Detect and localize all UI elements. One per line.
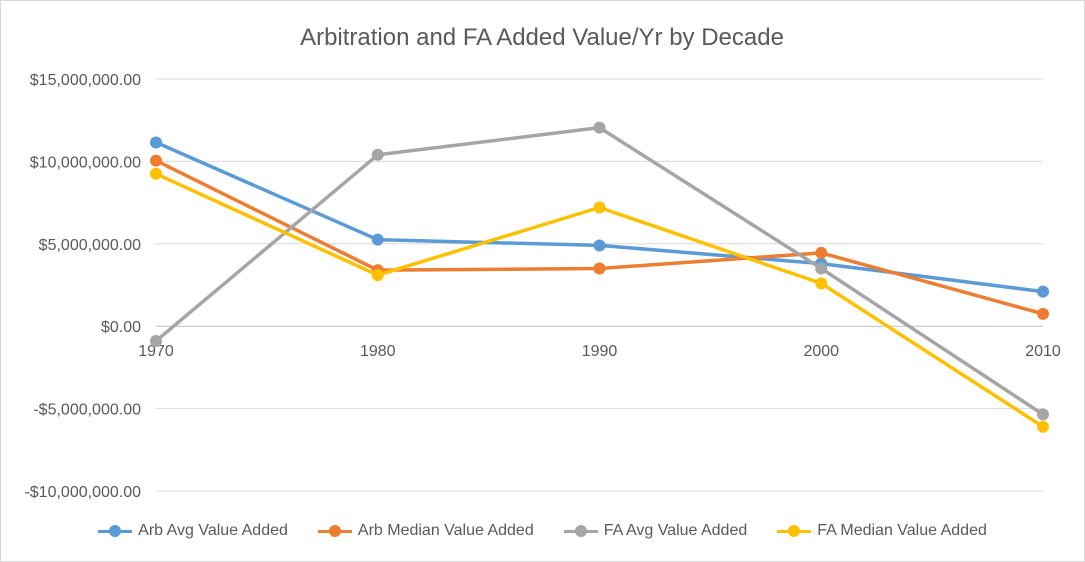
- legend-swatch: [563, 525, 598, 537]
- data-point-fa-avg-value-added: [1037, 408, 1049, 421]
- legend-label: FA Avg Value Added: [603, 522, 748, 539]
- data-point-arb-avg-value-added: [371, 233, 384, 246]
- data-point-fa-avg-value-added: [371, 148, 384, 161]
- series-fa-median-value-added: [150, 167, 1049, 433]
- legend-item-arb-median-value-added: Arb Median Value Added: [317, 522, 534, 540]
- y-tick-label: $0.00: [101, 319, 141, 336]
- x-tick-label: 2010: [1025, 343, 1061, 360]
- x-tick-label: 1970: [138, 343, 174, 360]
- data-point-arb-median-value-added: [815, 246, 828, 259]
- x-tick-label: 1990: [582, 343, 618, 360]
- data-point-arb-avg-value-added: [1037, 285, 1049, 298]
- data-point-arb-median-value-added: [1037, 307, 1049, 320]
- y-tick-label: $15,000,000.00: [30, 72, 141, 89]
- chart-legend: Arb Avg Value Added Arb Median Value Adde…: [1, 518, 1084, 544]
- data-point-arb-avg-value-added: [150, 136, 162, 149]
- legend-item-fa-avg-value-added: FA Avg Value Added: [563, 522, 748, 540]
- legend-label: FA Median Value Added: [817, 522, 987, 539]
- data-point-fa-avg-value-added: [150, 335, 162, 348]
- data-point-fa-median-value-added: [1037, 420, 1049, 433]
- data-point-arb-median-value-added: [150, 154, 162, 167]
- data-point-fa-median-value-added: [150, 167, 162, 180]
- y-tick-label: -$10,000,000.00: [24, 484, 141, 501]
- legend-label: Arb Avg Value Added: [138, 522, 288, 539]
- y-tick-label: -$5,000,000.00: [33, 402, 141, 419]
- legend-item-fa-median-value-added: FA Median Value Added: [777, 522, 987, 540]
- legend-item-arb-avg-value-added: Arb Avg Value Added: [98, 522, 288, 540]
- y-tick-label: $10,000,000.00: [30, 154, 141, 171]
- legend-swatch: [317, 525, 352, 537]
- data-point-fa-median-value-added: [815, 277, 828, 290]
- data-point-fa-avg-value-added: [593, 121, 606, 134]
- y-tick-label: $5,000,000.00: [39, 237, 141, 254]
- legend-label: Arb Median Value Added: [357, 522, 534, 539]
- data-point-arb-median-value-added: [593, 262, 606, 275]
- data-point-fa-median-value-added: [371, 269, 384, 282]
- line-chart: Arbitration and FA Added Value/Yr by Dec…: [24, 24, 1061, 501]
- series-line-arb-median-value-added: [154, 158, 1045, 316]
- series-fa-avg-value-added: [150, 121, 1049, 421]
- legend-swatch: [98, 525, 133, 537]
- x-tick-label: 2000: [803, 343, 839, 360]
- data-point-fa-median-value-added: [593, 201, 606, 214]
- data-point-fa-avg-value-added: [815, 262, 828, 275]
- chart-title: Arbitration and FA Added Value/Yr by Dec…: [300, 24, 784, 51]
- series-arb-median-value-added: [150, 154, 1049, 320]
- legend-swatch: [777, 525, 812, 537]
- data-point-arb-avg-value-added: [593, 239, 606, 252]
- x-tick-label: 1980: [360, 343, 396, 360]
